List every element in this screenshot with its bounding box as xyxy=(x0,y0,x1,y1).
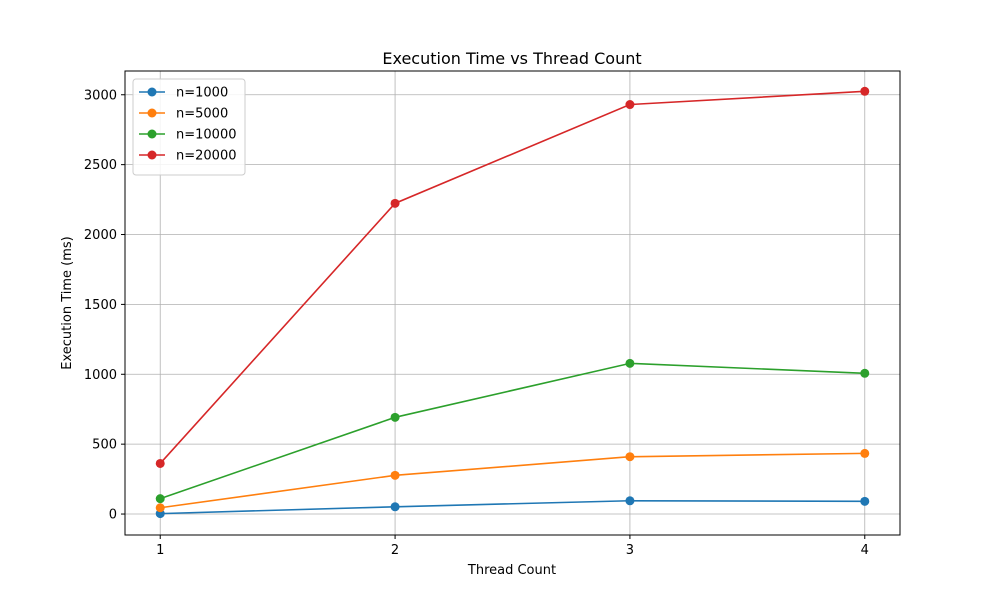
legend-label: n=1000 xyxy=(176,86,228,101)
data-point-n=20000 xyxy=(625,100,635,110)
series-line-n=20000 xyxy=(159,90,865,464)
chart-title: Execution Time vs Thread Count xyxy=(382,49,641,68)
y-tick-label: 0 xyxy=(109,508,117,523)
x-axis-label: Thread Count xyxy=(467,563,556,578)
y-tick-label: 2000 xyxy=(84,228,117,243)
grid xyxy=(125,71,900,535)
legend-marker xyxy=(147,87,157,97)
legend-marker xyxy=(147,150,157,160)
y-axis-label: Execution Time (ms) xyxy=(60,236,75,369)
legend-label: n=20000 xyxy=(176,149,237,164)
data-point-n=10000 xyxy=(155,494,165,504)
series-lines xyxy=(155,86,870,519)
data-point-n=5000 xyxy=(390,470,400,480)
data-point-n=5000 xyxy=(625,452,635,462)
y-tick-label: 1500 xyxy=(84,298,117,313)
y-tick-label: 2500 xyxy=(84,158,117,173)
data-point-n=1000 xyxy=(390,502,400,512)
data-point-n=1000 xyxy=(860,496,870,506)
y-tick-label: 1000 xyxy=(84,368,117,383)
legend-marker xyxy=(147,129,157,139)
data-point-n=20000 xyxy=(155,458,165,468)
x-tick-label: 1 xyxy=(156,543,164,558)
data-point-n=10000 xyxy=(625,358,635,368)
data-point-n=5000 xyxy=(155,503,165,513)
data-point-n=1000 xyxy=(625,496,635,506)
legend-label: n=5000 xyxy=(176,107,228,122)
x-tick-label: 3 xyxy=(626,543,634,558)
data-point-n=10000 xyxy=(390,412,400,422)
series-line-n=10000 xyxy=(159,362,865,500)
data-point-n=10000 xyxy=(860,368,870,378)
legend-marker xyxy=(147,108,157,118)
data-point-n=20000 xyxy=(390,198,400,208)
data-point-n=20000 xyxy=(860,86,870,96)
x-tick-label: 4 xyxy=(861,543,869,558)
legend-box xyxy=(132,78,246,176)
series-line-n=1000 xyxy=(160,499,865,515)
plot-frame xyxy=(124,70,901,536)
y-tick-label: 500 xyxy=(92,438,117,453)
y-tick-label: 3000 xyxy=(84,88,117,103)
axes: 1 2 3 4 0 500 1000 1500 2000 2500 3000 xyxy=(84,70,901,558)
legend-label: n=10000 xyxy=(176,128,237,143)
series-line-n=5000 xyxy=(160,452,865,509)
x-tick-label: 2 xyxy=(391,543,399,558)
legend: n=1000 n=5000 n=10000 n=20000 xyxy=(132,78,246,176)
data-point-n=5000 xyxy=(860,448,870,458)
